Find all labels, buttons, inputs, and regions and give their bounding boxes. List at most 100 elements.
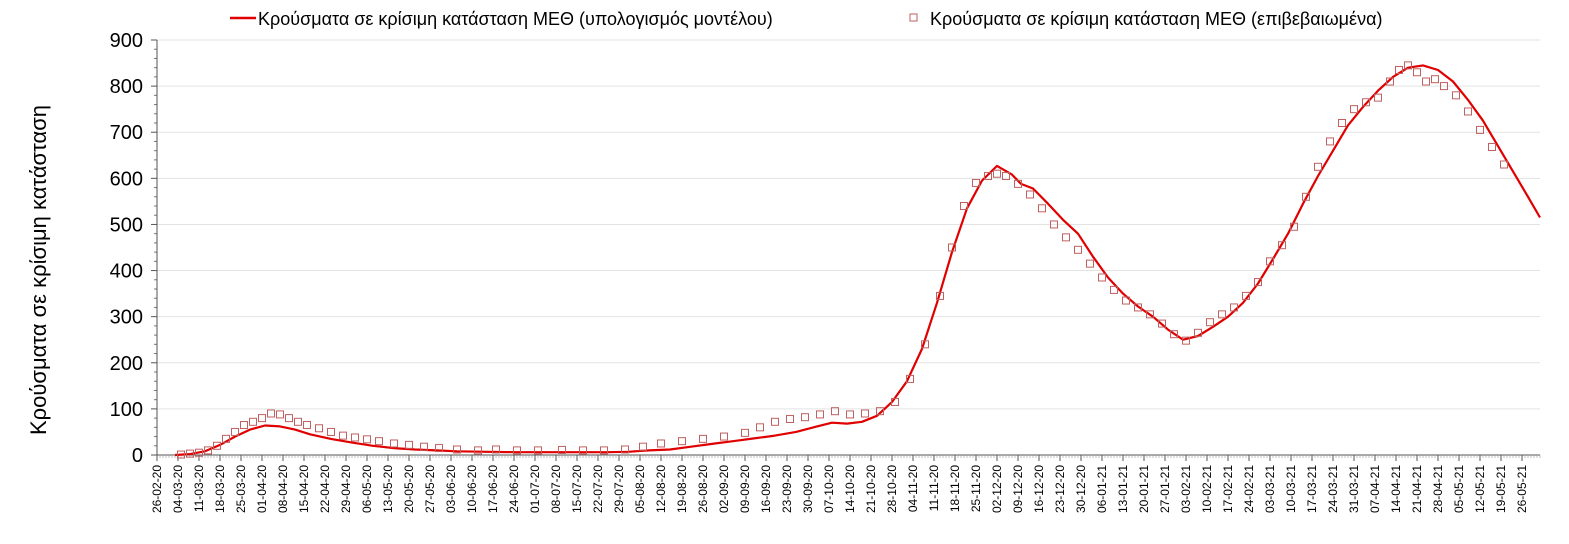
x-tick-label: 13-01-21 (1116, 465, 1130, 513)
x-tick-label: 09-09-20 (738, 465, 752, 513)
data-point-confirmed (474, 446, 482, 455)
data-point-confirmed (972, 178, 980, 187)
data-point-confirmed (816, 410, 824, 419)
data-point-confirmed (534, 446, 542, 455)
data-point-confirmed (1206, 318, 1214, 327)
data-point-confirmed (390, 439, 398, 448)
data-point-confirmed (453, 445, 461, 454)
x-tick-label: 17-02-21 (1221, 465, 1235, 513)
data-point-confirmed (861, 409, 869, 418)
x-tick-label: 01-07-20 (528, 465, 542, 513)
data-point-confirmed (1170, 330, 1178, 339)
data-point-confirmed (267, 409, 275, 418)
data-point-confirmed (1440, 82, 1448, 91)
x-tick-label: 16-09-20 (759, 465, 773, 513)
data-point-confirmed (1062, 233, 1070, 242)
x-tick-label: 18-03-20 (213, 465, 227, 513)
data-point-confirmed (375, 437, 383, 446)
data-point-confirmed (222, 434, 230, 443)
y-tick-label: 800 (110, 76, 143, 98)
x-tick-label: 24-06-20 (507, 465, 521, 513)
x-tick-label: 24-02-21 (1242, 465, 1256, 513)
series (174, 61, 1541, 459)
data-point-confirmed (984, 172, 992, 181)
data-point-confirmed (1086, 259, 1094, 268)
data-point-confirmed (657, 439, 665, 448)
data-point-confirmed (1386, 77, 1394, 86)
x-tick-label: 21-04-21 (1410, 465, 1424, 513)
data-point-confirmed (195, 448, 203, 457)
data-point-confirmed (204, 446, 212, 455)
data-point-confirmed (1110, 285, 1118, 294)
y-tick-label: 400 (110, 261, 143, 283)
data-point-confirmed (1230, 303, 1238, 312)
x-tick-label: 05-08-20 (633, 465, 647, 513)
data-point-confirmed (513, 446, 521, 455)
x-tick-label: 11-03-20 (192, 465, 206, 512)
data-point-confirmed (1266, 257, 1274, 266)
x-tick-label: 15-04-20 (297, 465, 311, 513)
data-point-confirmed (1002, 172, 1010, 181)
x-tick-label: 15-07-20 (570, 465, 584, 513)
y-tick-label: 100 (110, 399, 143, 421)
data-point-confirmed (339, 431, 347, 440)
x-tick-label: 06-01-21 (1095, 465, 1109, 513)
data-point-confirmed (1182, 336, 1190, 345)
data-point-confirmed (276, 410, 284, 419)
y-tick-label: 200 (110, 353, 143, 375)
x-tick-label: 01-04-20 (255, 465, 269, 513)
data-point-confirmed (303, 421, 311, 430)
data-point-confirmed (621, 445, 629, 454)
x-tick-label: 28-10-20 (885, 465, 899, 513)
data-point-confirmed (231, 427, 239, 436)
data-point-confirmed (1074, 245, 1082, 254)
x-tick-label: 03-03-21 (1263, 465, 1277, 513)
legend: Κρούσματα σε κρίσιμη κατάσταση ΜΕΘ (υπολ… (230, 9, 1382, 29)
x-tick-label: 06-05-20 (360, 465, 374, 513)
data-point-confirmed (960, 202, 968, 210)
data-point-confirmed (1452, 91, 1460, 100)
x-tick-label: 17-03-21 (1305, 465, 1319, 513)
data-point-confirmed (315, 424, 323, 433)
data-point-confirmed (1026, 190, 1034, 199)
legend-marker-swatch (909, 13, 918, 22)
x-tick-label: 22-04-20 (318, 465, 332, 513)
y-tick-label: 300 (110, 307, 143, 329)
data-point-confirmed (1038, 204, 1046, 213)
y-tick-label: 700 (110, 122, 143, 144)
data-point-confirmed (1338, 119, 1346, 127)
x-tick-label: 12-05-21 (1473, 465, 1487, 513)
data-point-confirmed (1302, 192, 1310, 201)
x-tick-label: 29-07-20 (612, 465, 626, 513)
data-point-confirmed (1476, 125, 1484, 134)
x-tick-label: 26-02-20 (150, 465, 164, 513)
x-tick-label: 10-06-20 (465, 465, 479, 513)
y-tick-label: 500 (110, 214, 143, 236)
data-point-confirmed (921, 340, 929, 349)
data-point-confirmed (1488, 142, 1496, 151)
x-tick-label: 20-05-20 (402, 465, 416, 513)
legend-label-confirmed: Κρούσματα σε κρίσιμη κατάσταση ΜΕΘ (επιβ… (930, 9, 1382, 29)
x-tick-label: 11-11-20 (927, 465, 941, 512)
x-tick-label: 14-04-21 (1389, 465, 1403, 513)
x-tick-label: 03-02-21 (1179, 465, 1193, 513)
data-point-confirmed (1326, 137, 1334, 146)
data-point-confirmed (1242, 291, 1250, 300)
x-tick-label: 14-10-20 (843, 465, 857, 513)
data-point-confirmed (492, 445, 500, 454)
x-tick-label: 19-05-21 (1494, 465, 1508, 513)
data-point-confirmed (249, 417, 257, 426)
x-tick-label: 23-09-20 (780, 465, 794, 513)
data-point-confirmed (801, 413, 809, 422)
x-tick-label: 24-03-21 (1326, 465, 1340, 513)
data-point-confirmed (600, 446, 608, 455)
data-point-confirmed (1122, 296, 1130, 305)
data-point-confirmed (186, 449, 194, 458)
data-point-confirmed (699, 434, 707, 443)
x-tick-label: 25-11-20 (969, 465, 983, 512)
data-point-confirmed (1314, 162, 1322, 171)
legend-label-model: Κρούσματα σε κρίσιμη κατάσταση ΜΕΘ (υπολ… (258, 9, 773, 29)
y-tick-label: 600 (110, 168, 143, 190)
x-tick-label: 04-03-20 (171, 465, 185, 513)
